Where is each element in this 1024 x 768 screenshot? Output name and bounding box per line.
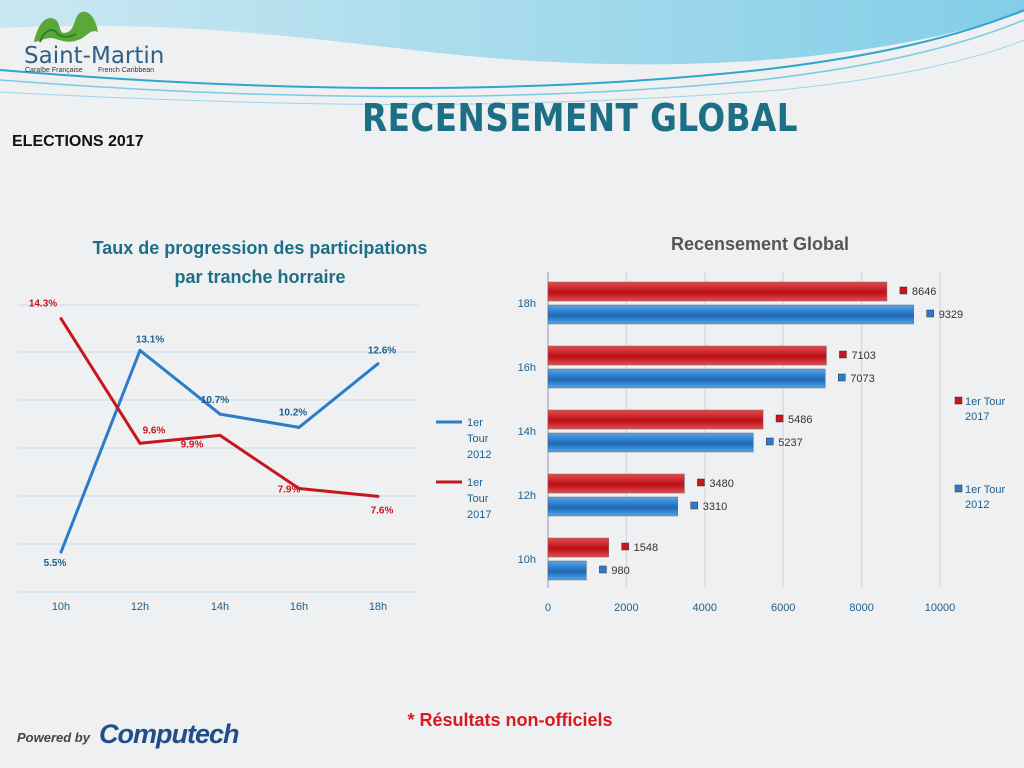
data-point-0-2 xyxy=(218,412,222,416)
legend-label-0-0: 1er xyxy=(467,417,483,429)
data-label-0-2: 10.7% xyxy=(201,395,229,406)
data-label-0-10h: 1548 xyxy=(634,542,658,554)
x-tick-label-18h: 18h xyxy=(369,601,387,613)
logo-subtitle-en: French Caribbean xyxy=(98,67,155,74)
bar-1-16h xyxy=(547,368,826,389)
data-label-marker-0-10h xyxy=(621,542,629,551)
data-label-marker-0-16h xyxy=(839,350,847,359)
legend-label-0-1: Tour xyxy=(467,433,489,445)
bar-1-18h xyxy=(547,304,914,325)
line-chart-title-line2: par tranche horraire xyxy=(174,267,346,287)
data-label-1-12h: 3310 xyxy=(703,501,727,513)
data-label-1-14h: 5237 xyxy=(778,437,802,449)
footnote-unofficial-results: * Résultats non-officiels xyxy=(407,710,613,730)
computech-brand-logo: Computech xyxy=(99,719,239,749)
y-category-label-16h: 16h xyxy=(518,362,536,374)
data-point-1-0 xyxy=(59,317,63,321)
data-label-marker-1-16h xyxy=(838,373,846,382)
data-label-0-14h: 5486 xyxy=(788,414,812,426)
logo-name: Saint-Martin xyxy=(24,43,165,69)
y-category-label-18h: 18h xyxy=(518,298,536,310)
line-chart-title: Taux de progression des participations p… xyxy=(40,234,480,292)
legend-label-0-2: 2012 xyxy=(467,449,491,461)
data-label-1-18h: 9329 xyxy=(939,309,963,321)
legend-swatch-1 xyxy=(954,484,963,493)
bar-0-18h xyxy=(547,281,888,302)
x-tick-label-12h: 12h xyxy=(131,601,149,613)
x-tick-label-14h: 14h xyxy=(211,601,229,613)
legend-label-0-0: 1er Tour xyxy=(965,396,1005,408)
data-point-1-1 xyxy=(138,441,142,445)
data-label-1-0: 14.3% xyxy=(29,299,57,310)
data-label-0-16h: 7103 xyxy=(851,350,875,362)
data-point-0-3 xyxy=(297,425,301,429)
data-label-1-16h: 7073 xyxy=(850,373,874,385)
legend-swatch-0 xyxy=(954,396,963,405)
bar-0-12h xyxy=(547,473,685,494)
line-chart: 10h 12h 14h 16h 18h 5.5% 13.1% 10.7% 10.2% 12.6% 1… xyxy=(18,299,491,613)
data-label-0-0: 5.5% xyxy=(44,558,67,569)
data-label-marker-1-12h xyxy=(690,501,699,510)
x-tick-label-2: 4000 xyxy=(693,602,717,614)
data-label-1-4: 7.6% xyxy=(371,505,394,516)
island-logo-icon xyxy=(34,11,98,43)
bar-chart-title: Recensement Global xyxy=(670,234,850,254)
bar-1-14h xyxy=(547,432,754,453)
y-category-label-12h: 12h xyxy=(518,490,536,502)
bar-0-10h xyxy=(547,537,609,558)
logo-subtitle-fr: Caraïbe Française xyxy=(25,67,83,74)
bar-0-16h xyxy=(547,345,827,366)
header-wave-decoration xyxy=(0,0,1024,105)
x-tick-label-3: 6000 xyxy=(771,602,795,614)
x-tick-label-4: 8000 xyxy=(849,602,873,614)
legend-label-1-0: 1er xyxy=(467,477,483,489)
x-tick-label-10h: 10h xyxy=(52,601,70,613)
data-label-1-1: 9.6% xyxy=(143,425,166,436)
y-category-label-14h: 14h xyxy=(518,426,536,438)
legend-label-1-1: Tour xyxy=(467,493,489,505)
bar-0-14h xyxy=(547,409,764,430)
data-label-0-3: 10.2% xyxy=(279,407,307,418)
page-title: RECENSEMENT GLOBAL xyxy=(362,96,798,140)
data-point-1-4 xyxy=(376,494,380,498)
data-label-0-12h: 3480 xyxy=(709,478,733,490)
data-label-marker-1-18h xyxy=(926,309,934,318)
elections-label: ELECTIONS 2017 xyxy=(12,133,144,150)
data-label-0-18h: 8646 xyxy=(912,286,936,298)
data-label-1-10h: 980 xyxy=(611,565,629,577)
data-label-0-1: 13.1% xyxy=(136,334,164,345)
bar-1-12h xyxy=(547,496,679,517)
data-label-0-4: 12.6% xyxy=(368,346,396,357)
x-tick-label-1: 2000 xyxy=(614,602,638,614)
x-tick-label-5: 10000 xyxy=(925,602,956,614)
data-label-marker-0-18h xyxy=(899,286,908,295)
data-point-1-3 xyxy=(297,486,301,490)
data-point-0-1 xyxy=(138,348,142,352)
data-point-1-2 xyxy=(218,433,222,437)
series-line-0 xyxy=(59,348,379,553)
x-tick-label-0: 0 xyxy=(545,602,551,614)
series-line-1 xyxy=(59,317,379,498)
data-label-marker-0-12h xyxy=(697,478,705,487)
powered-by-label: Powered by xyxy=(17,730,90,745)
legend-label-1-1: 2012 xyxy=(965,499,989,511)
x-tick-label-16h: 16h xyxy=(290,601,308,613)
data-label-marker-1-14h xyxy=(766,437,774,446)
data-label-1-2: 9.9% xyxy=(181,439,204,450)
legend-label-1-2: 2017 xyxy=(467,509,491,521)
data-point-0-4 xyxy=(376,362,380,366)
data-label-marker-1-10h xyxy=(599,565,607,574)
line-chart-title-line1: Taux de progression des participations xyxy=(92,238,428,258)
legend-label-1-0: 1er Tour xyxy=(965,484,1005,496)
data-point-0-0 xyxy=(59,550,63,554)
y-category-label-10h: 10h xyxy=(518,554,536,566)
data-label-1-3: 7.9% xyxy=(278,484,301,495)
bar-1-10h xyxy=(547,560,587,581)
legend-label-0-1: 2017 xyxy=(965,411,989,423)
data-label-marker-0-14h xyxy=(775,414,784,423)
